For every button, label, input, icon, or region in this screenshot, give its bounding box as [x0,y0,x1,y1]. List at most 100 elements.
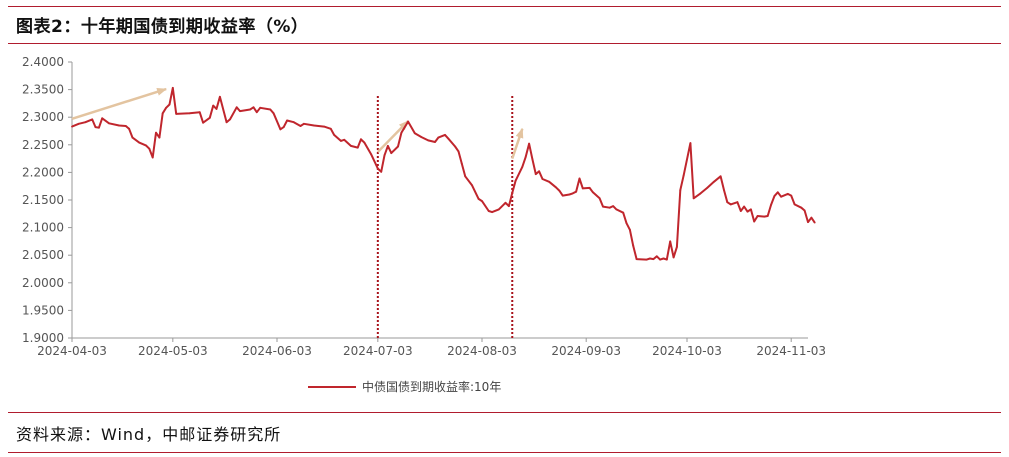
data-point [736,201,739,204]
data-point [131,136,134,139]
data-point [91,118,94,121]
data-point [558,189,561,192]
data-point [497,208,500,211]
data-point [460,162,463,165]
data-point [726,201,729,204]
bottom-rule [8,452,1001,453]
data-point [215,108,218,110]
data-point [235,106,238,109]
data-point [581,187,584,190]
data-point [118,124,120,127]
data-point [323,125,325,128]
data-point [669,240,672,243]
data-point [719,175,722,178]
data-point [427,139,430,142]
data-point [568,193,571,196]
data-point [487,210,490,212]
data-point [629,228,631,231]
data-point [571,192,574,195]
data-point [208,116,211,119]
data-point [124,125,127,127]
data-point [145,144,147,147]
data-point [508,205,510,208]
data-point [98,126,100,129]
data-point [612,205,614,208]
y-tick-label: 2.3000 [22,110,64,124]
data-point [161,112,164,115]
data-point [592,191,594,194]
data-point [370,153,372,156]
data-point [457,150,460,153]
data-point [514,179,517,182]
data-point [776,191,779,194]
data-point [255,111,258,114]
data-point [101,117,104,120]
data-point [202,121,205,124]
data-point [437,136,440,139]
data-point [71,125,73,128]
data-point [713,180,715,183]
y-tick-label: 2.3500 [22,83,64,97]
data-point [813,221,816,224]
data-point [632,244,635,247]
data-point [679,189,682,192]
data-point [376,167,379,170]
x-tick-label: 2024-07-03 [343,344,413,358]
data-point [340,140,342,142]
data-point [269,108,272,111]
series-line [71,86,816,261]
data-point [524,156,527,158]
data-point [699,192,702,195]
data-point [108,122,110,125]
x-tick-label: 2024-11-03 [756,344,826,358]
data-point [807,221,809,224]
data-point [575,190,577,193]
data-point [538,170,540,173]
data-point [212,104,215,107]
y-tick-label: 2.2000 [22,165,64,179]
data-point [434,141,436,143]
data-point [746,210,749,213]
data-point [676,246,678,248]
data-point [175,113,178,115]
data-point [561,194,564,197]
data-point [407,120,409,123]
data-point [252,106,255,109]
y-axis: 2.4000 2.3500 2.3000 2.2500 2.2000 2.1500 2.10… [22,55,73,345]
data-point [188,112,191,115]
source-rule [8,412,1001,413]
data-point [780,195,782,198]
data-point [766,215,769,217]
data-point [400,131,403,134]
x-axis: 2024-04-03 2024-05-03 2024-06-03 2024-07-03… [37,337,826,358]
data-point [729,203,732,206]
legend: 中债国债到期收益率:10年 [308,379,501,394]
y-tick-label: 1.9000 [22,331,64,345]
y-tick-label: 2.4000 [22,55,64,69]
data-point [444,134,446,136]
data-point [521,166,524,168]
x-tick-label: 2024-10-03 [652,344,722,358]
data-point [471,184,473,187]
data-point [350,145,352,147]
data-point [803,209,806,212]
data-point [635,258,638,260]
data-point [602,205,604,208]
data-point [763,215,766,218]
data-point [541,178,544,180]
data-point [313,124,315,127]
series [71,86,816,261]
data-point [151,156,154,159]
title-rule [8,43,1001,44]
data-point [615,208,618,211]
data-point [750,208,752,211]
data-point [380,170,383,173]
data-point [77,122,80,125]
data-point [786,193,789,195]
trend-arrow [511,127,524,160]
data-point [548,180,551,183]
data-point [383,154,386,157]
data-point [138,141,141,144]
data-point [800,206,803,209]
y-tick-label: 2.1500 [22,193,64,207]
